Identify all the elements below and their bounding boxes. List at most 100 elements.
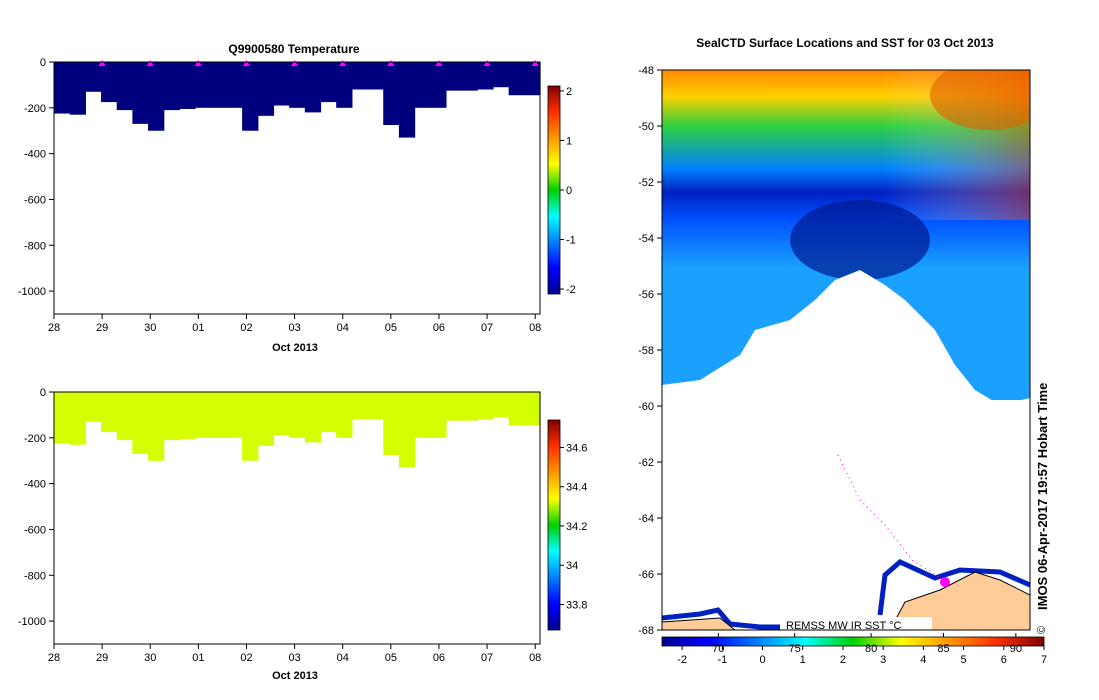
lat-tick-label: -58 xyxy=(638,345,654,357)
temperature-y-axis: 0 -200 -400 -600 -800 -1000 xyxy=(18,57,54,298)
salinity-x-axis: 28 29 30 01 02 03 04 05 06 07 08 xyxy=(48,644,541,664)
profile-column xyxy=(163,392,181,441)
sst-colorbar-fahrenheit-label: 90 xyxy=(1010,643,1022,655)
colorbar-tick-label: 34 xyxy=(566,560,578,572)
profile-column xyxy=(101,62,118,103)
profile-column xyxy=(179,392,196,439)
salinity-colorbar-ticks: 34.6 34.4 34.2 34 33.8 xyxy=(560,442,587,611)
profile-column xyxy=(430,392,447,438)
colorbar-tick-label: 0 xyxy=(566,185,572,197)
profile-column xyxy=(398,392,416,468)
station-marker xyxy=(291,60,299,66)
sst-colorbar-tick-label: 5 xyxy=(961,654,967,666)
profile-column xyxy=(210,62,228,108)
lat-tick-label: -50 xyxy=(638,121,654,133)
profile-column xyxy=(132,62,149,124)
profile-column xyxy=(524,62,541,96)
x-tick-label: 28 xyxy=(48,322,60,334)
profile-column xyxy=(492,392,510,418)
profile-column xyxy=(101,392,118,433)
sst-legend-background xyxy=(782,617,932,630)
lat-tick-label: -64 xyxy=(638,513,654,525)
y-tick-label: -200 xyxy=(24,103,46,115)
y-tick-label: -200 xyxy=(24,433,46,445)
profile-column xyxy=(351,392,369,420)
profile-column xyxy=(367,62,384,90)
sst-legend-text: REMSS MW IR SST °C xyxy=(786,620,901,632)
temperature-colorbar-ticks: 2 1 0 -1 -2 xyxy=(560,86,576,296)
profile-column xyxy=(524,392,541,426)
sst-colorbar xyxy=(661,636,1045,647)
station-marker xyxy=(242,60,250,66)
colorbar-tick-label: 2 xyxy=(566,86,572,98)
profile-column xyxy=(445,392,463,421)
profile-column xyxy=(320,392,337,433)
y-tick-label: -800 xyxy=(24,240,46,252)
salinity-colorbar xyxy=(547,419,561,631)
antarctic-land xyxy=(662,571,1030,630)
y-tick-label: -400 xyxy=(24,479,46,491)
profile-column xyxy=(54,392,71,444)
profile-column xyxy=(430,62,447,108)
imos-credit: IMOS 06-Apr-2017 19:57 Hobart Time xyxy=(1035,383,1050,610)
salinity-x-label: Oct 2013 xyxy=(272,670,318,682)
profile-column xyxy=(85,392,102,422)
sst-map-title: SealCTD Surface Locations and SST for 03… xyxy=(696,36,994,50)
station-marker xyxy=(531,60,539,66)
x-tick-label: 04 xyxy=(337,322,349,334)
profile-column xyxy=(289,392,306,438)
sst-colorbar-tick-label: 6 xyxy=(1001,654,1007,666)
profile-column xyxy=(116,62,133,111)
x-tick-label: 08 xyxy=(529,652,541,664)
station-marker xyxy=(387,60,395,66)
x-tick-label: 06 xyxy=(433,652,445,664)
x-tick-label: 03 xyxy=(288,652,300,664)
temperature-x-label: Oct 2013 xyxy=(272,342,318,354)
sst-colorbar-tick-label: 7 xyxy=(1041,654,1047,666)
station-marker xyxy=(146,60,154,66)
sst-latitude-axis: -48 -50 -52 -54 -56 -58 -60 -62 -64 -66 -68 xyxy=(638,65,662,637)
profile-column xyxy=(492,62,510,88)
y-tick-label: -1000 xyxy=(18,616,46,628)
y-tick-label: -400 xyxy=(24,149,46,161)
x-tick-label: 03 xyxy=(288,322,300,334)
colorbar-tick-label: 34.6 xyxy=(566,442,587,454)
salinity-y-axis: 0 -200 -400 -600 -800 -1000 xyxy=(18,387,54,628)
profile-column xyxy=(242,392,259,461)
profile-column xyxy=(336,62,353,108)
profile-column xyxy=(414,392,431,438)
sst-map-panel: SealCTD Surface Locations and SST for 03… xyxy=(638,36,1050,666)
lat-tick-label: -54 xyxy=(638,233,654,245)
sst-colorbar-tick-label: 1 xyxy=(800,654,806,666)
profile-column xyxy=(195,62,212,108)
lat-tick-label: -68 xyxy=(638,625,654,637)
colorbar-tick-label: 34.2 xyxy=(566,521,587,533)
colorbar-tick-label: 1 xyxy=(566,135,572,147)
profile-column xyxy=(336,392,353,438)
profile-column xyxy=(477,62,494,90)
station-marker xyxy=(483,60,491,66)
seal-track xyxy=(837,454,945,581)
profile-column xyxy=(148,62,165,131)
sea-ice-region xyxy=(662,270,1030,630)
salinity-profile-fill xyxy=(54,392,541,468)
profile-column xyxy=(477,392,494,420)
profile-column xyxy=(383,62,400,125)
lat-tick-label: -56 xyxy=(638,289,654,301)
profile-column xyxy=(69,392,86,445)
profile-column xyxy=(273,62,290,106)
x-tick-label: 29 xyxy=(96,652,108,664)
y-tick-label: -1000 xyxy=(18,286,46,298)
temperature-x-axis: 28 29 30 01 02 03 04 05 06 07 08 xyxy=(48,314,541,334)
sst-colorbar-tick-label: 0 xyxy=(759,654,765,666)
x-tick-label: 05 xyxy=(385,322,397,334)
profile-column xyxy=(508,392,525,426)
x-tick-label: 30 xyxy=(144,652,156,664)
station-markers xyxy=(98,60,539,66)
lat-tick-label: -48 xyxy=(638,65,654,77)
profile-column xyxy=(242,62,259,131)
seal-track-endpoint xyxy=(940,577,950,587)
copyright-symbol: © xyxy=(1036,626,1048,634)
temperature-colorbar xyxy=(547,85,561,295)
temperature-panel-title: Q9900580 Temperature xyxy=(228,42,360,56)
